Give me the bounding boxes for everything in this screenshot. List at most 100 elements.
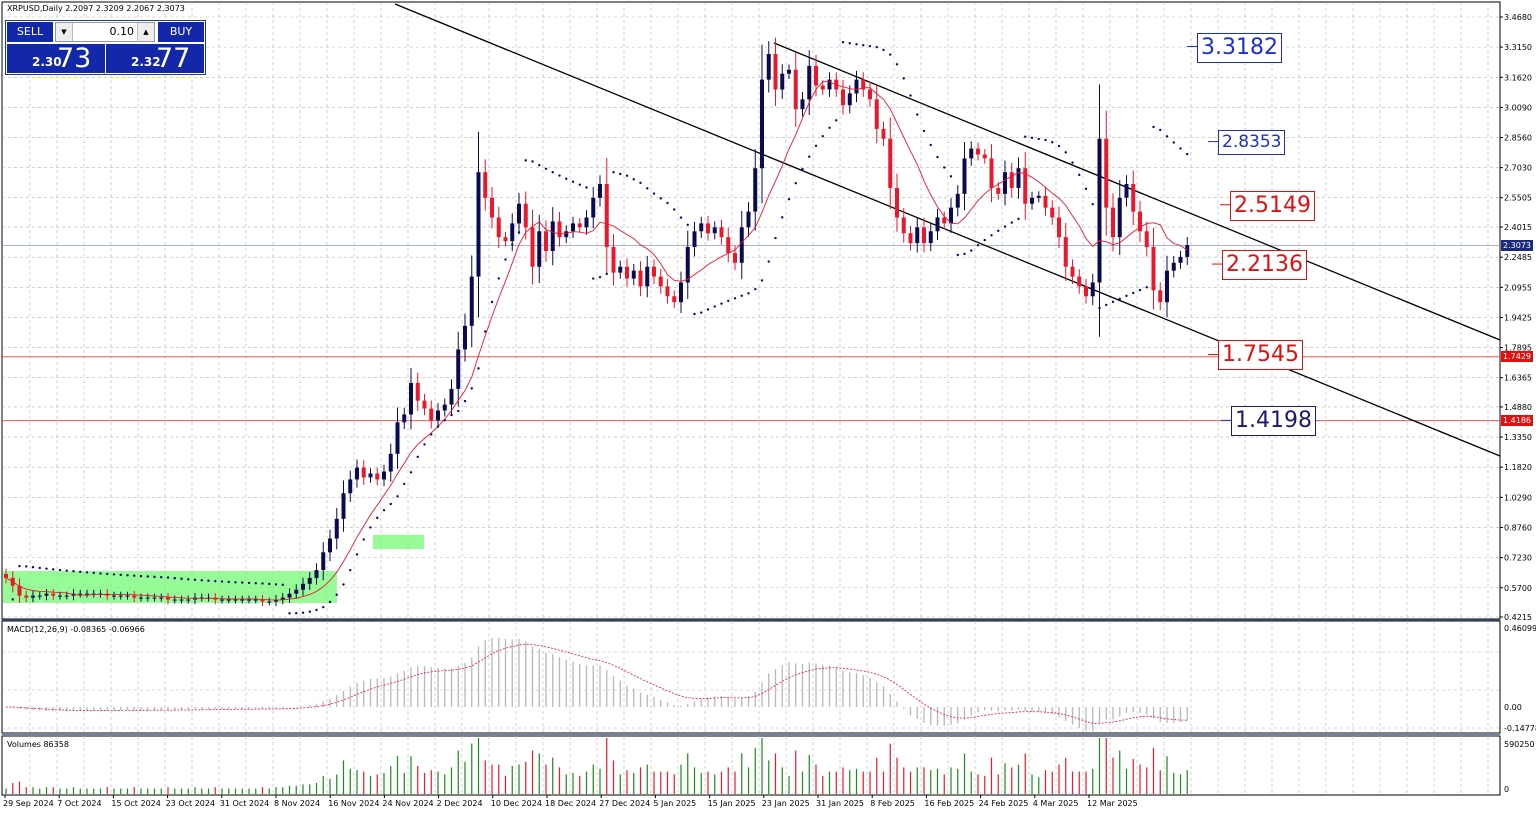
candle-body <box>64 595 69 597</box>
candle-body <box>145 597 150 599</box>
candle-body <box>888 138 893 188</box>
candle-body <box>928 231 933 244</box>
sar-dot <box>1044 138 1047 142</box>
candle-body <box>112 595 116 597</box>
candle-body <box>1036 195 1041 198</box>
sar-dot <box>268 582 271 586</box>
level-label-1-7545[interactable]: 1.7545 <box>1218 340 1303 371</box>
candle-body <box>132 595 137 598</box>
level-label-3-3182[interactable]: 3.3182 <box>1197 32 1282 63</box>
candle-body <box>800 99 805 110</box>
buy-price-big: 77 <box>156 43 191 74</box>
sar-dot <box>720 302 723 305</box>
sar-dot <box>1138 288 1142 292</box>
candle-body <box>1117 197 1122 238</box>
candle-body <box>577 223 582 228</box>
lot-decrease-button[interactable]: ▼ <box>56 23 73 41</box>
buy-price[interactable]: 2.32 77 <box>106 44 204 73</box>
sar-dot <box>848 42 851 45</box>
sar-dot <box>1030 136 1034 140</box>
candle-body <box>233 599 238 601</box>
candle-body <box>739 227 744 263</box>
sar-dot <box>902 77 905 80</box>
candle-body <box>976 148 980 155</box>
y-tick-label: 0.7230 <box>1504 554 1532 563</box>
sar-dot <box>511 243 514 246</box>
sar-dot <box>693 312 696 316</box>
sar-dot <box>362 538 365 541</box>
candle-body <box>17 585 22 596</box>
sell-price-big: 73 <box>57 43 92 74</box>
sar-dot <box>1078 173 1081 177</box>
candle-body <box>544 231 548 251</box>
sar-dot <box>605 272 608 276</box>
x-tick-label: 16 Nov 2024 <box>328 799 379 808</box>
sar-dot <box>916 113 919 116</box>
candle-body <box>942 217 947 224</box>
sar-dot <box>274 583 278 586</box>
x-tick-label: 12 Mar 2025 <box>1087 799 1138 808</box>
candle-body <box>476 172 481 277</box>
candle-body <box>253 599 258 601</box>
sar-dot <box>666 201 669 205</box>
lot-increase-button[interactable]: ▲ <box>137 23 154 41</box>
candle-body <box>598 184 602 198</box>
sar-dot <box>814 144 818 148</box>
candle-body <box>962 158 967 194</box>
sar-dot <box>65 569 68 572</box>
sar-dot <box>335 593 338 596</box>
candle-body <box>388 453 393 472</box>
level-label-2-8353[interactable]: 2.8353 <box>1218 130 1286 156</box>
sar-dot <box>733 297 737 300</box>
y-tick-label: 1.0290 <box>1504 493 1532 502</box>
x-tick-label: 5 Jan 2025 <box>653 799 696 808</box>
candle-body <box>247 599 251 601</box>
buy-button[interactable]: BUY <box>158 22 204 42</box>
sar-dot <box>949 175 953 178</box>
x-tick-label: 7 Oct 2024 <box>57 799 101 808</box>
candle-body <box>463 325 467 350</box>
sar-dot <box>727 299 730 303</box>
level-label-2-2136[interactable]: 2.2136 <box>1222 250 1307 281</box>
candle-body <box>152 597 157 599</box>
level-label-2-5149[interactable]: 2.5149 <box>1230 190 1315 221</box>
candle-body <box>604 184 609 248</box>
candle-body <box>753 168 758 212</box>
lot-size-input[interactable]: ▼ 0.10 ▲ <box>55 22 155 42</box>
sar-dot <box>875 45 878 49</box>
candle-body <box>361 467 366 478</box>
sar-dot <box>1098 306 1101 310</box>
one-click-trading-panel: SELL ▼ 0.10 ▲ BUY 2.30 73 2.32 77 <box>5 20 206 75</box>
sar-dot <box>882 48 885 52</box>
candle-body <box>517 203 521 224</box>
candle-body <box>881 128 886 139</box>
candle-body <box>766 54 771 80</box>
sar-dot <box>1145 286 1148 289</box>
sar-dot <box>895 63 899 66</box>
candle-body <box>415 382 420 401</box>
sar-dot <box>207 579 210 582</box>
sar-dot <box>1186 152 1189 156</box>
candle-body <box>874 99 879 129</box>
sar-dot <box>646 187 649 190</box>
volume-frame <box>1 735 1501 796</box>
sar-dot <box>247 581 251 585</box>
sar-dot <box>1125 294 1128 298</box>
x-tick-label: 18 Dec 2024 <box>545 799 596 808</box>
macd-tick-label: 0.46099 <box>1504 624 1536 633</box>
candle-body <box>665 286 670 297</box>
sar-dot <box>430 433 433 436</box>
level-label-1-4198[interactable]: 1.4198 <box>1231 406 1316 437</box>
sar-dot <box>774 236 777 240</box>
y-tick-label: 1.6365 <box>1504 374 1532 383</box>
y-tick-label: 2.2485 <box>1504 253 1532 262</box>
sar-dot <box>706 308 710 311</box>
y-tick-label: 3.1620 <box>1504 73 1532 82</box>
sell-button[interactable]: SELL <box>7 22 53 42</box>
channel-upper-line <box>773 42 1501 341</box>
sar-dot <box>1165 135 1169 138</box>
sell-price[interactable]: 2.30 73 <box>7 44 105 73</box>
candle-body <box>611 247 616 273</box>
sar-dot <box>166 576 170 579</box>
